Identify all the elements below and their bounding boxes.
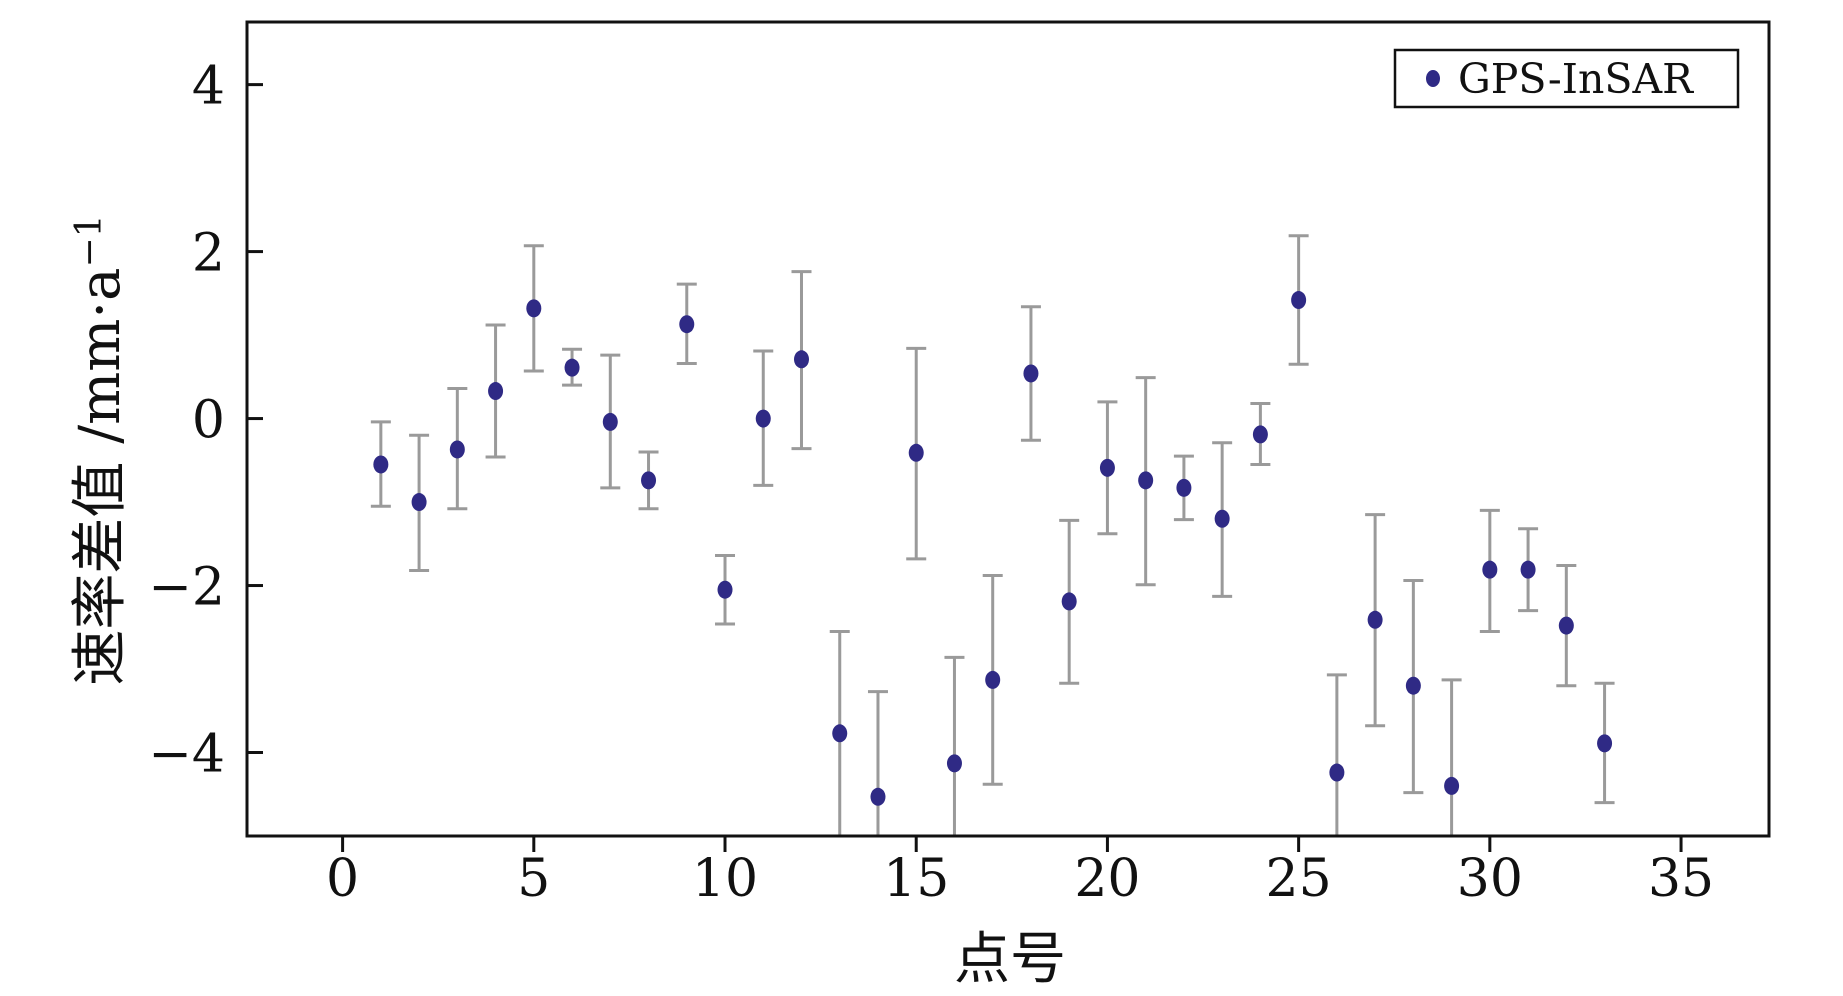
y-tick-label: −2 <box>148 558 225 618</box>
data-point <box>564 358 580 377</box>
data-point <box>1405 676 1421 695</box>
data-point <box>1138 471 1154 490</box>
data-point <box>1099 458 1115 477</box>
y-tick-label: 2 <box>192 224 225 284</box>
x-tick-label: 5 <box>517 849 550 909</box>
y-axis-title: 速率差值 /mm·a−1 <box>68 214 133 685</box>
labels-layer: 点号 速率差值 /mm·a−1 <box>68 214 1066 992</box>
data-point <box>755 409 771 428</box>
x-tick-label: 25 <box>1266 849 1332 909</box>
axes-layer: 420−2−40 5 10 15 20 25 30 35 <box>148 20 1771 909</box>
x-tick-label: 30 <box>1457 849 1523 909</box>
data-marks <box>370 234 1615 836</box>
data-point <box>602 412 618 431</box>
data-point <box>1482 560 1498 579</box>
data-point <box>641 471 657 490</box>
data-point <box>717 580 733 599</box>
data-point <box>488 382 504 401</box>
x-tick-label: 0 <box>326 849 359 909</box>
data-point <box>908 443 924 462</box>
data-point <box>679 315 695 334</box>
legend-box <box>1393 48 1740 109</box>
data-point <box>411 493 427 512</box>
y-axis-title-main: 速率差值 /mm·a <box>68 268 133 686</box>
data-point <box>1214 509 1230 528</box>
data-point <box>1597 734 1613 753</box>
data-point <box>1061 592 1077 611</box>
data-point <box>1520 560 1536 579</box>
x-tick-label: 35 <box>1648 849 1714 909</box>
data-point <box>1252 425 1268 444</box>
y-axis-title-superscript: −1 <box>69 214 110 267</box>
data-point <box>870 787 886 806</box>
legend-label: GPS-InSAR <box>1458 55 1694 103</box>
data-point <box>832 724 848 743</box>
data-point <box>1176 478 1192 497</box>
data-point <box>985 670 1001 689</box>
x-tick-label: 10 <box>692 849 758 909</box>
marks-layer <box>370 234 1615 836</box>
y-tick-label: 4 <box>192 57 225 117</box>
data-point <box>1329 763 1345 782</box>
x-tick-label: 15 <box>883 849 949 909</box>
data-point <box>373 455 389 474</box>
data-point <box>1367 610 1383 629</box>
y-tick-label: −4 <box>148 725 225 785</box>
x-axis-title: 点号 <box>954 927 1066 992</box>
data-point <box>1558 616 1574 635</box>
x-tick-label: 20 <box>1074 849 1140 909</box>
data-point <box>449 440 465 459</box>
plot-frame <box>245 20 1771 838</box>
data-point <box>1023 364 1039 383</box>
data-point <box>1291 291 1307 310</box>
data-point <box>1444 776 1460 795</box>
data-point <box>946 754 962 773</box>
data-point <box>793 350 809 369</box>
legend-marker-icon <box>1426 70 1440 87</box>
data-point <box>526 299 542 318</box>
legend: GPS-InSAR <box>1393 48 1740 109</box>
y-tick-label: 0 <box>192 391 225 451</box>
